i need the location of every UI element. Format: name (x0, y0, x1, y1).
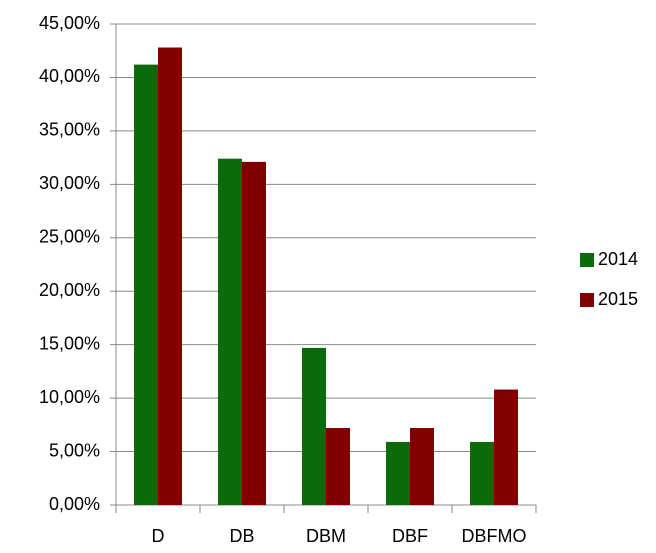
bar (494, 389, 518, 505)
legend-label: 2015 (598, 289, 638, 309)
bar (470, 441, 494, 505)
bar (218, 158, 242, 505)
legend-label: 2014 (598, 249, 638, 269)
bar (410, 428, 434, 505)
x-tick-label: DBFMO (462, 526, 527, 546)
y-tick-label: 40,00% (39, 66, 100, 86)
y-tick-label: 30,00% (39, 173, 100, 193)
legend-swatch (580, 293, 594, 307)
x-tick-label: DBF (392, 526, 428, 546)
bar (386, 441, 410, 505)
y-tick-label: 5,00% (49, 440, 100, 460)
y-tick-label: 20,00% (39, 280, 100, 300)
x-tick-label: D (152, 526, 165, 546)
legend-swatch (580, 253, 594, 267)
bar (242, 161, 266, 506)
y-tick-label: 25,00% (39, 227, 100, 247)
x-tick-label: DBM (306, 526, 346, 546)
bar (158, 47, 182, 505)
y-tick-label: 15,00% (39, 333, 100, 353)
y-tick-label: 45,00% (39, 13, 100, 33)
y-tick-label: 35,00% (39, 120, 100, 140)
y-tick-label: 0,00% (49, 494, 100, 514)
x-tick-label: DB (229, 526, 254, 546)
bar (134, 64, 158, 506)
bar (326, 428, 350, 505)
bar (302, 347, 326, 505)
y-tick-label: 10,00% (39, 387, 100, 407)
